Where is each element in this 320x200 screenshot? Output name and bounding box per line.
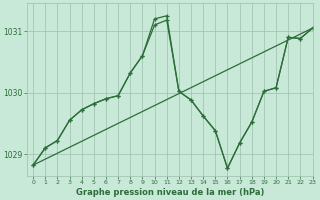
X-axis label: Graphe pression niveau de la mer (hPa): Graphe pression niveau de la mer (hPa): [76, 188, 264, 197]
